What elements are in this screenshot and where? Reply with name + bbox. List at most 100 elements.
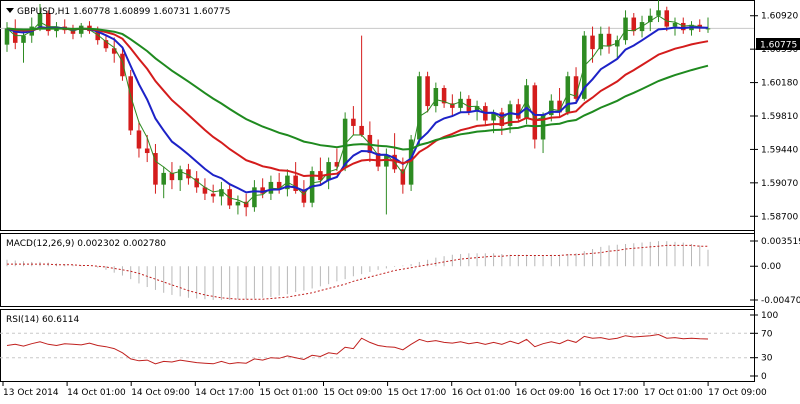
candle-bull [549,100,554,116]
main-title-group: GBPUSD,H1 1.60778 1.60899 1.60731 1.6077… [6,7,230,17]
ma-green-line [6,27,709,151]
macd-signal-line [7,244,708,300]
rsi-tick-label: 30 [761,354,773,364]
candle-bear [573,76,579,99]
current-price-tag-label: 1.60775 [760,41,797,51]
candle-bull [21,35,26,43]
rsi-layer [6,333,709,365]
price-tick-label: 1.59070 [761,179,798,189]
candle-bull [458,98,463,108]
candle-bear [210,193,216,197]
moving-averages-layer [6,15,709,205]
candle-bull [417,76,422,140]
macd-tick-label: -0.004709 [761,296,800,306]
rsi-tick-label: 70 [761,329,773,339]
time-tick-label: 17 Oct 01:00 [644,388,703,398]
candle-bull [219,189,224,197]
time-tick-label: 13 Oct 2014 [3,388,59,398]
candle-bear [450,103,455,108]
current-price-tag-bg [756,38,800,50]
candle-bear [243,201,249,208]
candle-bear [95,31,100,41]
rsi-tick-label: 0 [761,372,767,382]
candle-bear [400,169,406,185]
current-price-tag: 1.60775 [756,38,800,51]
candle-bull [433,88,439,107]
macd-layer [6,241,709,300]
ma-red-line [6,27,709,178]
candle-bear [293,175,298,191]
time-tick-label: 16 Oct 01:00 [452,388,511,398]
candle-bull [4,28,10,45]
candle-bull [598,33,604,50]
price-tick-label: 1.60550 [761,45,798,55]
time-tick-label: 17 Oct 09:00 [708,388,767,398]
candle-bear [260,187,265,194]
candle-bull [507,104,513,126]
axis-labels-layer: 1.60920 1.60550 1.60180 1.59810 1.59440 1.590… [2,12,800,398]
candle-bear [466,98,472,112]
candle-bull [705,28,711,30]
candle-bear [301,190,307,203]
candle-bear [227,189,232,206]
candle-bear [194,178,199,188]
candle-bear [664,10,670,27]
time-tick-label: 15 Oct 09:00 [324,388,383,398]
time-tick-label: 15 Oct 17:00 [388,388,447,398]
ma-thin-line [6,15,709,205]
price-tick-label: 1.59810 [761,112,798,122]
candle-bear [202,187,208,194]
candle-bear [606,33,612,47]
time-tick-label: 14 Oct 01:00 [67,388,126,398]
candle-bull [177,169,183,181]
candle-bear [153,153,158,185]
candle-bear [532,85,538,140]
candle-bear [590,35,595,50]
candle-bear [136,130,142,149]
time-tick-label: 16 Oct 09:00 [516,388,575,398]
collapse-arrow-icon[interactable] [6,8,14,13]
candle-bear [276,181,282,190]
candle-bull [491,112,496,121]
rsi-line [6,333,709,365]
candle-bear [425,76,430,107]
rsi-panel-title: RSI(14) 60.6114 [6,315,79,325]
candle-bear [359,125,364,135]
candle-bear [111,48,117,54]
candle-bear [334,162,340,167]
time-tick-label: 15 Oct 01:00 [259,388,318,398]
candle-bull [408,139,414,185]
candle-bull [252,187,257,208]
macd-tick-label: 0.003519 [761,237,800,247]
price-tick-label: 1.60920 [761,12,798,22]
time-tick-label: 16 Oct 17:00 [580,388,639,398]
candle-bull [342,118,348,167]
price-tick-label: 1.60180 [761,79,798,89]
rsi-tick-label: 100 [761,311,778,321]
candle-bull [37,13,43,27]
candle-bear [45,13,51,32]
candle-bull [326,162,331,181]
candle-bear [441,88,447,104]
price-tick-label: 1.58700 [761,212,798,222]
candle-bear [631,17,637,32]
candle-bear [351,118,356,126]
candle-bear [516,104,521,119]
candle-bull [648,15,653,23]
macd-tick-label: 0.00 [761,262,781,272]
candle-bull [672,22,678,27]
candle-bear [557,100,562,113]
time-tick-label: 14 Oct 09:00 [131,388,190,398]
candle-bear [128,76,133,131]
candle-bull [623,17,628,41]
candle-bear [186,169,191,179]
candle-bull [524,85,529,119]
grid-layer [0,27,754,359]
candle-bear [169,172,175,181]
candle-bull [656,10,661,16]
price-tick-label: 1.59440 [761,145,798,155]
candle-bear [103,40,109,49]
macd-panel-title: MACD(12,26,9) 0.002302 0.002780 [6,239,166,249]
